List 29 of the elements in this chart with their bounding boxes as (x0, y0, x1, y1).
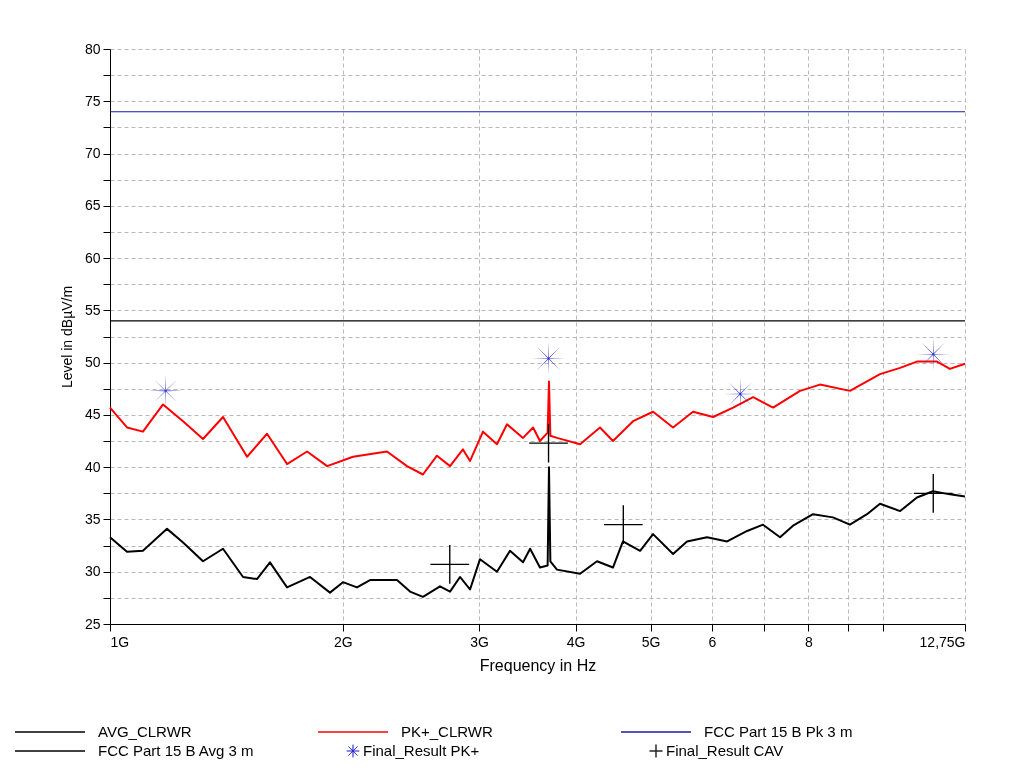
y-tick-label: 75 (84, 92, 101, 109)
y-tick-label: 60 (84, 249, 101, 266)
x-tick-label: 12,75G (919, 633, 966, 650)
y-tick-label: 55 (84, 301, 101, 318)
x-axis-title: Frequency in Hz (479, 656, 597, 674)
legend-label: Final_Result CAV (666, 742, 784, 759)
x-tick-label: 1G (110, 633, 130, 650)
y-tick-label: 35 (84, 510, 101, 527)
y-tick-label: 65 (84, 197, 101, 214)
y-tick-label: 80 (84, 40, 101, 57)
y-tick-label: 50 (84, 354, 101, 371)
y-tick-label: 25 (84, 615, 101, 632)
y-tick-label: 30 (84, 563, 101, 580)
x-tick-label: 5G (641, 633, 661, 650)
y-axis-title: Level in dBµV/m (58, 285, 75, 389)
x-tick-label: 3G (470, 633, 489, 650)
legend-label: FCC Part 15 B Pk 3 m (704, 723, 853, 740)
x-tick-label: 4G (566, 633, 586, 650)
legend-label: PK+_CLRWR (401, 723, 494, 740)
x-tick-label: 2G (333, 633, 353, 650)
point (529, 423, 568, 463)
legend-label: AVG_CLRWR (98, 723, 192, 740)
legend-label: FCC Part 15 B Avg 3 m (98, 742, 254, 759)
y-tick-label: 40 (84, 458, 101, 475)
x-tick-label: 6 (708, 633, 717, 650)
x-tick-label: 8 (805, 633, 814, 650)
legend-label: Final_Result PK+ (363, 742, 480, 759)
y-tick-label: 70 (84, 145, 101, 162)
y-tick-label: 45 (84, 406, 101, 423)
